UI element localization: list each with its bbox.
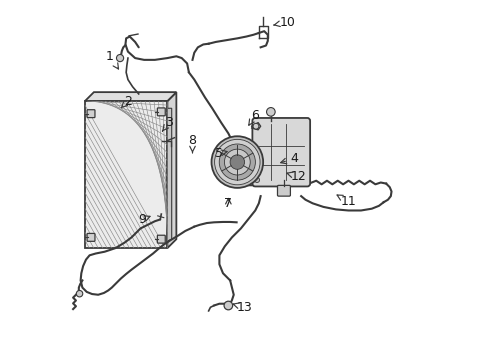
- Circle shape: [116, 54, 123, 62]
- Text: 13: 13: [233, 301, 252, 314]
- Text: 8: 8: [188, 134, 196, 153]
- FancyBboxPatch shape: [87, 110, 95, 118]
- Text: 5: 5: [215, 147, 226, 159]
- FancyBboxPatch shape: [157, 108, 165, 116]
- Text: 7: 7: [224, 197, 232, 210]
- Circle shape: [224, 301, 232, 310]
- Polygon shape: [85, 101, 167, 248]
- Circle shape: [219, 144, 255, 180]
- Circle shape: [233, 177, 238, 183]
- FancyBboxPatch shape: [157, 235, 165, 243]
- Text: 1: 1: [106, 50, 118, 69]
- FancyBboxPatch shape: [252, 118, 309, 186]
- Circle shape: [266, 108, 275, 116]
- Text: 11: 11: [336, 195, 356, 208]
- Polygon shape: [167, 92, 176, 248]
- Circle shape: [76, 291, 82, 297]
- Circle shape: [230, 155, 244, 169]
- Circle shape: [211, 136, 263, 188]
- Text: 9: 9: [138, 213, 150, 226]
- Circle shape: [254, 177, 259, 183]
- Circle shape: [253, 123, 258, 129]
- Text: 10: 10: [273, 16, 295, 29]
- Text: 3: 3: [162, 116, 173, 131]
- FancyBboxPatch shape: [230, 142, 264, 185]
- Circle shape: [224, 149, 250, 175]
- Text: 2: 2: [121, 95, 132, 108]
- Circle shape: [214, 139, 260, 185]
- FancyBboxPatch shape: [87, 233, 95, 241]
- Polygon shape: [85, 92, 176, 101]
- Polygon shape: [167, 108, 171, 241]
- Text: 4: 4: [280, 152, 298, 165]
- Text: 6: 6: [248, 109, 259, 125]
- Circle shape: [233, 149, 238, 154]
- Circle shape: [254, 149, 259, 154]
- FancyBboxPatch shape: [277, 185, 290, 196]
- Text: 12: 12: [286, 170, 305, 183]
